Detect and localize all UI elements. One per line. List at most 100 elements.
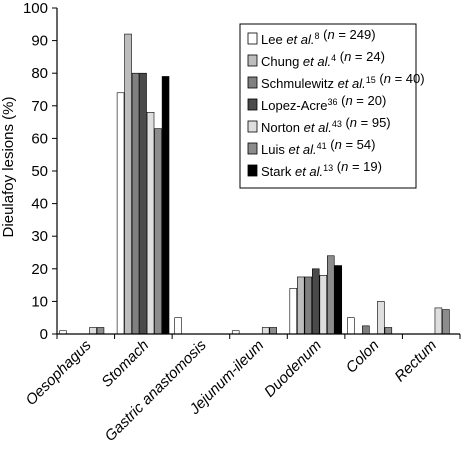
y-tick-label: 0 bbox=[40, 326, 48, 343]
legend-swatch bbox=[247, 142, 258, 155]
bar-stomach-series-3 bbox=[139, 72, 147, 335]
legend-text-part: = 40) bbox=[391, 71, 425, 86]
legend-text-part: 4 bbox=[331, 53, 336, 63]
legend-text-part: et al. bbox=[303, 54, 331, 69]
bar-gastric-anastomosis-series-0 bbox=[174, 317, 182, 335]
legend-text-part: = 249) bbox=[335, 27, 376, 42]
legend-text-part: n bbox=[345, 93, 352, 108]
y-axis-ticks: 0 10 20 30 40 50 60 70 80 90 100 bbox=[23, 0, 57, 343]
legend-text-part: = 19) bbox=[348, 159, 382, 174]
bar-rectum-series-4 bbox=[434, 307, 443, 335]
legend-text-part: n bbox=[350, 115, 357, 130]
legend-text-part: et al. bbox=[338, 76, 366, 91]
bar-jejunum-ileum-series-4 bbox=[261, 327, 270, 335]
y-tick-label: 60 bbox=[31, 130, 48, 147]
legend-text-part: n bbox=[335, 137, 342, 152]
legend-text-part: Schmulewitz bbox=[261, 76, 338, 91]
bar-duodenum-series-1 bbox=[297, 276, 305, 335]
legend-text-part: Lopez-Acre bbox=[261, 98, 327, 113]
y-tick-label: 30 bbox=[31, 228, 48, 245]
category-label: Stomach bbox=[98, 337, 152, 391]
category-label: Oesophagus bbox=[22, 336, 95, 409]
legend-text-part: ( bbox=[336, 49, 345, 64]
y-axis-title: Dieulafoy lesions (%) bbox=[0, 97, 17, 238]
legend-box bbox=[239, 23, 417, 189]
legend-text-part: 43 bbox=[332, 119, 342, 129]
legend-text-part: 41 bbox=[317, 141, 327, 151]
category-label: Rectum bbox=[391, 337, 440, 386]
bar-duodenum-series-3 bbox=[312, 268, 320, 335]
legend-text-part: ( bbox=[320, 27, 329, 42]
legend-label: Lopez-Acre36 (n = 20) bbox=[261, 93, 386, 113]
category-label: Gastric anastomosis bbox=[102, 336, 210, 444]
bar-jejunum-ileum-series-5 bbox=[269, 327, 277, 335]
bar-stomach-series-6 bbox=[161, 76, 170, 335]
y-tick-label: 20 bbox=[31, 261, 48, 278]
legend-text-part: ( bbox=[333, 159, 342, 174]
legend-label: Stark et al.13 (n = 19) bbox=[261, 159, 382, 179]
bar-colon-series-2 bbox=[362, 325, 370, 335]
y-tick-label: 90 bbox=[31, 33, 48, 50]
legend-text-part: et al. bbox=[304, 120, 332, 135]
legend-text-part: Lee bbox=[261, 32, 286, 47]
category-label: Colon bbox=[343, 337, 383, 377]
y-tick-label: 70 bbox=[31, 98, 48, 115]
bar-duodenum-series-6 bbox=[334, 265, 343, 335]
legend-text-part: et al. bbox=[288, 142, 316, 157]
legend-swatch bbox=[247, 54, 258, 67]
bar-colon-series-0 bbox=[347, 317, 355, 335]
bar-colon-series-4 bbox=[377, 301, 385, 335]
legend-text-part: n bbox=[327, 27, 334, 42]
legend-text-part: = 20) bbox=[353, 93, 387, 108]
bar-stomach-series-1 bbox=[124, 33, 132, 335]
legend-text-part: n bbox=[344, 49, 351, 64]
bars bbox=[59, 33, 450, 335]
legend-text-part: ( bbox=[327, 137, 336, 152]
legend-label: Luis et al.41 (n = 54) bbox=[261, 137, 375, 157]
y-tick-label: 40 bbox=[31, 196, 48, 213]
bar-duodenum-series-4 bbox=[319, 275, 328, 335]
legend-swatch bbox=[247, 76, 258, 89]
legend-label: Schmulewitz et al.15 (n = 40) bbox=[261, 71, 425, 91]
legend-swatch bbox=[247, 120, 258, 133]
category-label: Duodenum bbox=[261, 337, 325, 401]
legend-label: Chung et al.4 (n = 24) bbox=[261, 49, 385, 69]
bar-stomach-series-4 bbox=[146, 112, 155, 335]
legend-text-part: n bbox=[384, 71, 391, 86]
legend-text-part: Norton bbox=[261, 120, 304, 135]
legend-text-part: Stark bbox=[261, 164, 295, 179]
legend-label: Lee et al.8 (n = 249) bbox=[261, 27, 376, 47]
legend-text-part: et al. bbox=[286, 32, 314, 47]
legend-swatch bbox=[247, 98, 258, 111]
legend-text-part: = 95) bbox=[357, 115, 391, 130]
bar-rectum-series-5 bbox=[442, 309, 450, 335]
bar-duodenum-series-2 bbox=[304, 276, 313, 335]
bar-duodenum-series-5 bbox=[327, 255, 335, 335]
legend-text-part: 13 bbox=[323, 163, 333, 173]
legend-text-part: Luis bbox=[261, 142, 288, 157]
bar-colon-series-5 bbox=[384, 327, 393, 335]
legend-swatch bbox=[247, 164, 258, 177]
legend-text-part: 8 bbox=[315, 31, 320, 41]
legend-text-part: Chung bbox=[261, 54, 303, 69]
bar-stomach-series-0 bbox=[116, 92, 125, 335]
legend-text-part: n bbox=[341, 159, 348, 174]
legend-text-part: 36 bbox=[327, 97, 337, 107]
bar-stomach-series-5 bbox=[154, 128, 162, 335]
bar-duodenum-series-0 bbox=[289, 288, 298, 335]
axes bbox=[56, 8, 461, 339]
legend-text-part: et al. bbox=[295, 164, 323, 179]
legend-label: Norton et al.43 (n = 95) bbox=[261, 115, 391, 135]
legend-text-part: ( bbox=[376, 71, 385, 86]
y-tick-label: 50 bbox=[31, 163, 48, 180]
legend-text-part: = 54) bbox=[342, 137, 376, 152]
y-tick-label: 100 bbox=[23, 0, 48, 17]
legend-text-part: ( bbox=[342, 115, 351, 130]
bar-oesophagus-series-4 bbox=[89, 327, 97, 335]
bar-oesophagus-series-5 bbox=[96, 327, 105, 335]
legend-text-part: = 24) bbox=[351, 49, 385, 64]
legend-swatch bbox=[247, 32, 258, 45]
